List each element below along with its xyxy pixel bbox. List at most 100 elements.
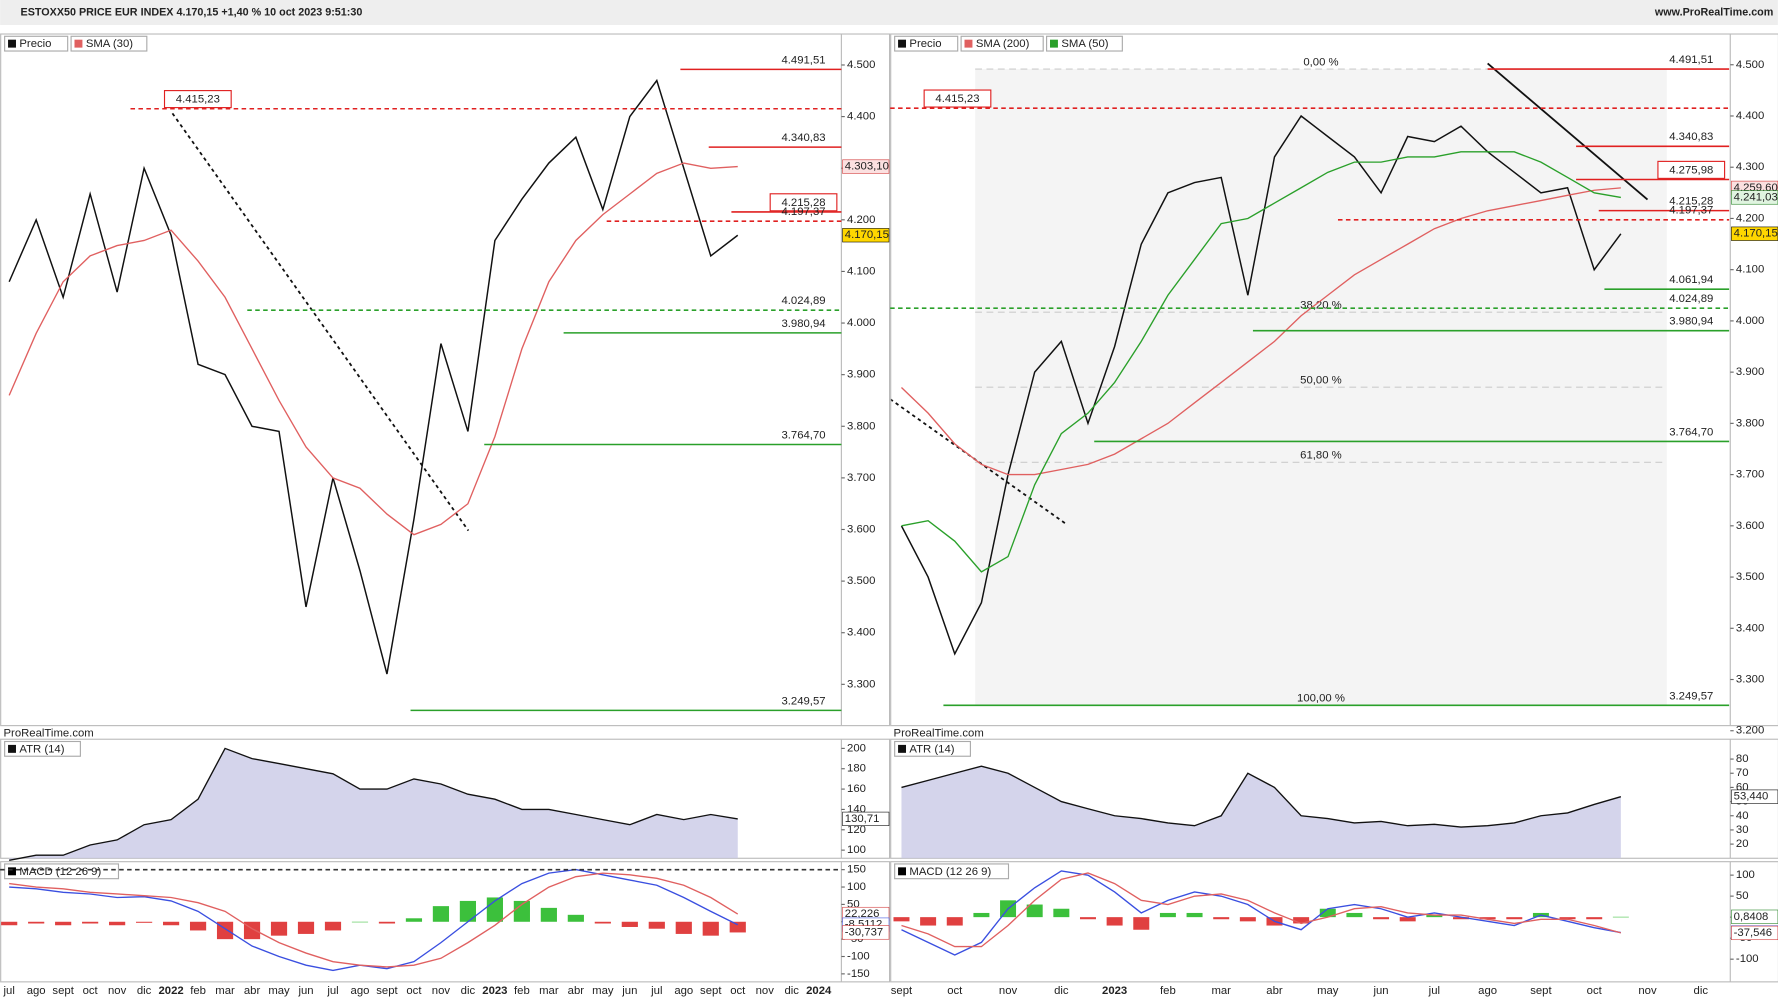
y-tick-label: 3.500: [847, 575, 875, 587]
x-tick-label: dic: [784, 985, 799, 997]
level-label: 4.215,28: [781, 197, 825, 209]
x-tick-label: jun: [297, 985, 313, 997]
axis-tag-label: -37,546: [1734, 927, 1772, 939]
axis-tag-label: 0,8408: [1734, 911, 1769, 923]
x-tick-label: ago: [674, 985, 693, 997]
macd-bar: [1079, 917, 1096, 920]
level-box: [163, 90, 232, 109]
level-label: 4.197,37: [781, 206, 825, 218]
x-tick-label: may: [592, 985, 614, 997]
y-tick-label: 4.000: [847, 317, 875, 329]
x-tick-label: 2023: [1102, 985, 1127, 997]
axis-tag-label: -30,737: [845, 926, 883, 938]
legend-label: MACD (12 26 9): [19, 866, 101, 878]
axis-tag-label: 130,71: [845, 813, 880, 825]
macd-bar: [1506, 917, 1523, 920]
legend-box: [894, 863, 1010, 880]
panel-frame: [890, 33, 1778, 727]
y-tick-label: 3.600: [1736, 520, 1764, 532]
x-tick-label: jul: [326, 985, 338, 997]
level-label: 4.024,89: [1669, 293, 1713, 305]
level-label: 3.980,94: [781, 318, 825, 330]
fib-layer: [975, 68, 1667, 706]
macd-bar: [973, 912, 990, 918]
macd-bar: [297, 921, 315, 934]
axis-tag: [842, 228, 890, 243]
macd-bar: [109, 921, 126, 926]
y-tick-label: 30: [1736, 824, 1749, 836]
y-tick-label: 4.100: [847, 265, 875, 277]
y-tick-label: 3.900: [847, 369, 875, 381]
macd-bar: [1186, 912, 1203, 918]
macd-bar: [162, 921, 180, 926]
macd-bar: [1159, 912, 1176, 918]
x-tick-label: jun: [621, 985, 637, 997]
level-label: 4.197,37: [1669, 205, 1713, 217]
series-line: [900, 114, 1622, 656]
macd-bar: [1239, 917, 1256, 922]
y-tick-label: 50: [1736, 890, 1749, 902]
x-tick-label: may: [268, 985, 290, 997]
level-label: 3.764,70: [781, 429, 825, 441]
y-tick-label: 4.400: [847, 111, 875, 123]
x-tick-label: 2022: [158, 985, 183, 997]
macd-bar: [378, 921, 396, 924]
legend-swatch: [8, 867, 16, 876]
fib-label: 61,80 %: [1300, 450, 1342, 462]
macd-bar: [1319, 908, 1336, 918]
macd-bar: [1346, 912, 1363, 918]
y-tick-label: 40: [1736, 810, 1749, 822]
header-title: ESTOXX50 PRICE EUR INDEX 4.170,15 +1,40 …: [21, 6, 363, 18]
area: [9, 748, 738, 861]
x-tick-label: abr: [1266, 985, 1283, 997]
level-label: 3.249,57: [781, 695, 825, 707]
legend-swatch: [74, 39, 83, 48]
macd-bar: [459, 900, 477, 922]
series-line: [9, 868, 739, 972]
level-label: 4.415,23: [176, 94, 220, 106]
macd-bar: [1106, 917, 1123, 926]
macd-bar: [540, 907, 557, 922]
macd-bar: [28, 921, 45, 924]
x-tick-label: feb: [190, 985, 206, 997]
y-tick-label: 3.800: [847, 420, 875, 432]
x-tick-label: jul: [1428, 985, 1440, 997]
watermark: ProRealTime.com: [4, 728, 94, 740]
level-box: [1657, 160, 1726, 179]
x-tick-label: jun: [1373, 985, 1389, 997]
header-bar: [0, 0, 1778, 25]
macd-bar: [1399, 917, 1416, 922]
level-label: 4.061,94: [1669, 274, 1713, 286]
y-tick-label: 100: [847, 844, 866, 856]
series-line: [9, 872, 739, 968]
macd-bar: [324, 921, 342, 931]
panel-frame: [890, 861, 1778, 983]
x-tick-label: nov: [432, 985, 451, 997]
legend-box: [4, 863, 120, 880]
macd-bar: [946, 917, 963, 926]
x-tick-label: jul: [3, 985, 15, 997]
macd-bar: [1373, 917, 1390, 920]
macd-bar: [1586, 917, 1603, 920]
trend-line: [889, 398, 1067, 525]
macd-bar: [594, 921, 611, 924]
y-tick-label: 20: [1736, 838, 1749, 850]
x-tick-label: sept: [376, 985, 398, 997]
legend-swatch: [898, 39, 907, 48]
y-tick-label: 150: [847, 864, 866, 876]
axis-tag-label: 53,440: [1734, 791, 1769, 803]
trend-line: [1487, 62, 1649, 201]
legend-box: [894, 740, 971, 757]
axis-tag: [842, 159, 890, 174]
x-tick-label: jul: [650, 985, 662, 997]
x-tick-label: nov: [756, 985, 775, 997]
y-tick-label: 4.400: [1736, 110, 1764, 122]
macd-bar: [432, 906, 450, 922]
series-line: [8, 162, 738, 536]
x-tick-label: sept: [700, 985, 722, 997]
legend-box: [1046, 35, 1123, 52]
macd-bar: [621, 921, 638, 927]
legend-label: ATR (14): [19, 743, 64, 755]
x-tick-label: 2024: [806, 985, 832, 997]
x-tick-label: sept: [1530, 985, 1552, 997]
